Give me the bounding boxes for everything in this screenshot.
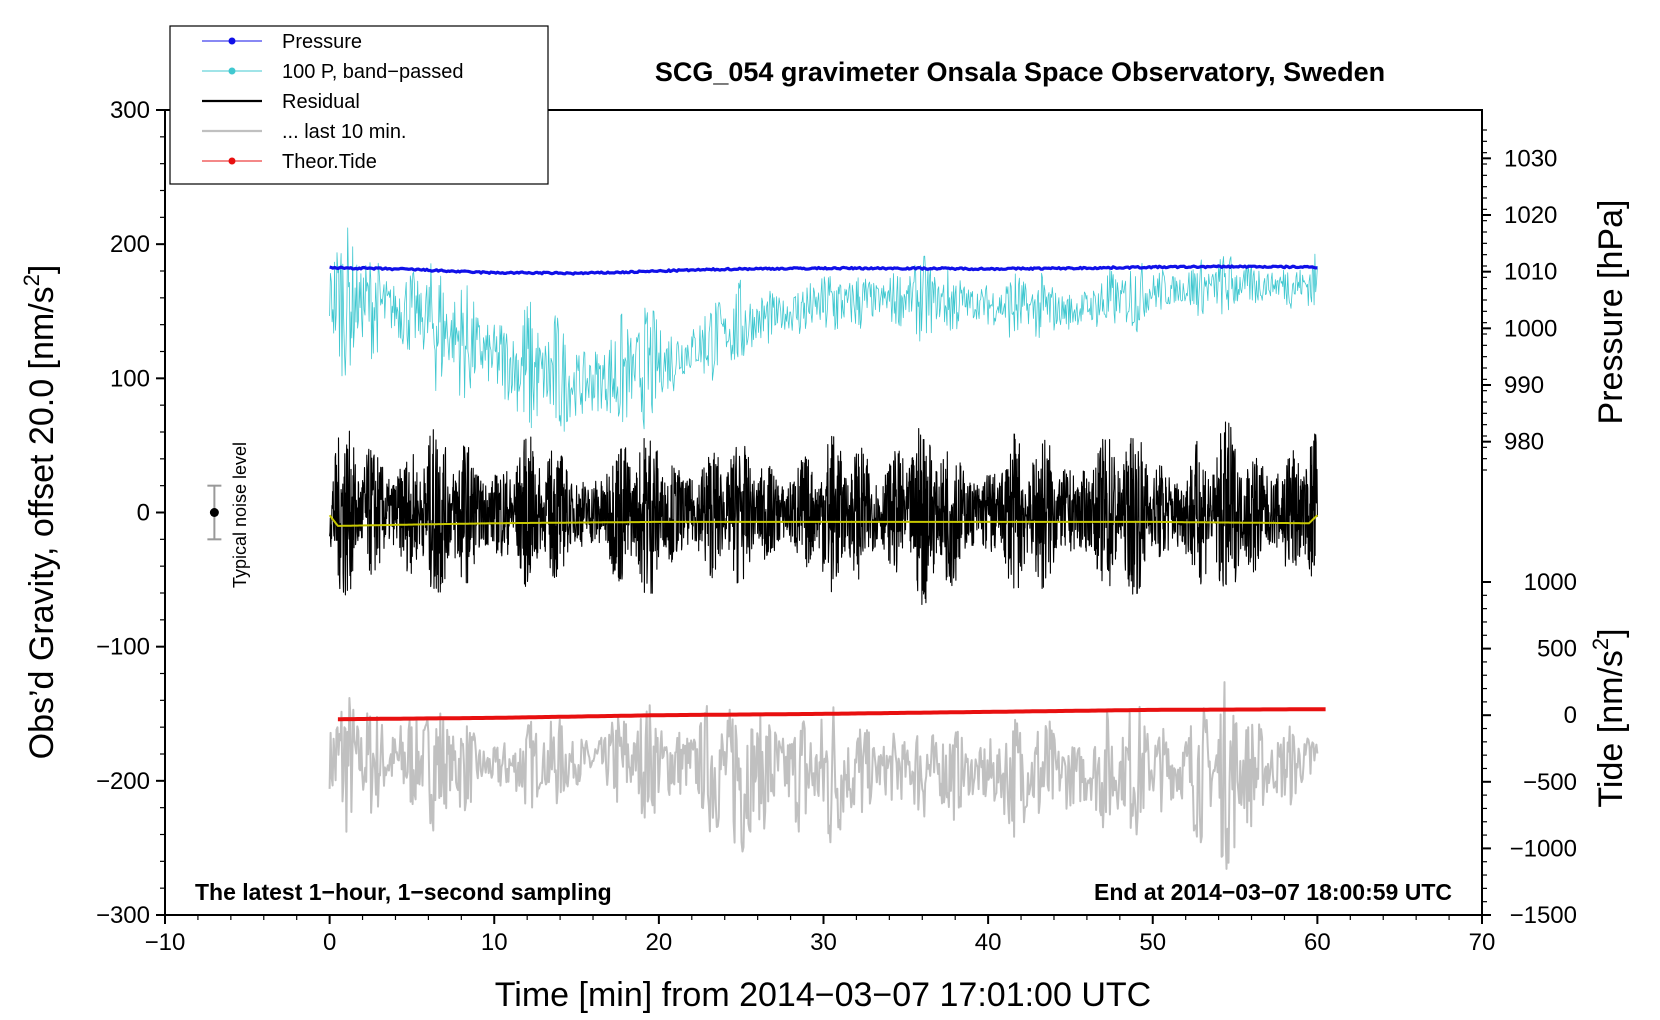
- tide-axis-title-end: ]: [1592, 628, 1630, 637]
- pressure-axis-title: Pressure [hPa]: [1592, 200, 1630, 425]
- tide-axis-title-main: Tide [nm/s: [1592, 650, 1630, 807]
- series-bandpassed: [329, 227, 1318, 432]
- noise-indicator: Typical noise level: [207, 442, 250, 588]
- legend-label-last10: ... last 10 min.: [282, 121, 407, 143]
- x-tick-label: 30: [810, 929, 837, 956]
- tide-tick-label: −500: [1523, 769, 1577, 796]
- y-tick-label: 300: [110, 97, 150, 124]
- tide-tick-label: 500: [1537, 636, 1577, 663]
- pressure-tick-label: 1020: [1504, 202, 1557, 229]
- y-tick-label: −300: [96, 902, 150, 929]
- tide-axis-title-sup: 2: [1588, 638, 1613, 650]
- y-tick-label: 200: [110, 231, 150, 258]
- noise-center-dot: [209, 508, 219, 517]
- legend: Pressure 100 P, band−passed Residual ...…: [169, 25, 549, 185]
- legend-marker-0: [228, 37, 236, 45]
- pressure-tick-label: 1010: [1504, 259, 1557, 286]
- ticks-layer: −10 0 10 20 30 40 50 60 703002001000−100−200−300…: [96, 97, 1577, 956]
- pressure-tick-label: 1000: [1504, 315, 1557, 342]
- series-last-10-min: [328, 681, 1319, 870]
- legend-label-bandpassed: 100 P, band−passed: [282, 61, 463, 83]
- noise-label: Typical noise level: [230, 442, 250, 588]
- x-tick-label: 10: [481, 929, 508, 956]
- legend-label-tide: Theor.Tide: [282, 151, 377, 173]
- y-axis-title-sup: 2: [19, 274, 44, 286]
- y-tick-label: 100: [110, 365, 150, 392]
- tide-tick-label: 0: [1564, 702, 1577, 729]
- legend-label-pressure: Pressure: [282, 31, 362, 53]
- series-theoretical-tide: [337, 707, 1326, 722]
- series-pressure: [329, 264, 1318, 276]
- legend-label-residual: Residual: [282, 91, 360, 113]
- y-tick-label: −100: [96, 634, 150, 661]
- legend-samples: [202, 37, 262, 165]
- x-tick-label: 50: [1139, 929, 1166, 956]
- chart-title: SCG_054 gravimeter Onsala Space Observat…: [655, 57, 1385, 87]
- y-tick-label: 0: [137, 500, 150, 527]
- y-axis-title-main: Obs’d Gravity, offset 20.0 [nm/s: [23, 286, 61, 759]
- tide-tick-label: 1000: [1524, 569, 1577, 596]
- y-axis-title: Obs’d Gravity, offset 20.0 [nm/s2]: [19, 265, 61, 760]
- x-tick-label: 70: [1469, 929, 1496, 956]
- tide-axis-title: Tide [nm/s2]: [1588, 628, 1630, 807]
- legend-marker-1: [228, 67, 236, 75]
- y-tick-label: −200: [96, 768, 150, 795]
- x-axis-title: Time [min] from 2014−03−07 17:01:00 UTC: [495, 976, 1151, 1014]
- pressure-tick-label: 980: [1504, 429, 1544, 456]
- pressure-tick-label: 1030: [1504, 145, 1557, 172]
- x-tick-label: 40: [975, 929, 1002, 956]
- tide-tick-label: −1000: [1510, 835, 1577, 862]
- tide-tick-label: −1500: [1510, 902, 1577, 929]
- x-tick-label: 60: [1304, 929, 1331, 956]
- x-tick-label: −10: [145, 929, 186, 956]
- annotation-bottom-right: End at 2014−03−07 18:00:59 UTC: [1094, 879, 1452, 905]
- y-axis-title-end: ]: [23, 265, 61, 274]
- data-layer: [328, 227, 1326, 870]
- series-residual-smoothed: [328, 514, 1319, 527]
- x-tick-label: 0: [323, 929, 336, 956]
- x-tick-label: 20: [646, 929, 673, 956]
- annotation-bottom-left: The latest 1−hour, 1−second sampling: [195, 879, 612, 905]
- series-residual: [329, 421, 1318, 606]
- legend-marker-4: [228, 157, 236, 165]
- pressure-tick-label: 990: [1504, 372, 1544, 399]
